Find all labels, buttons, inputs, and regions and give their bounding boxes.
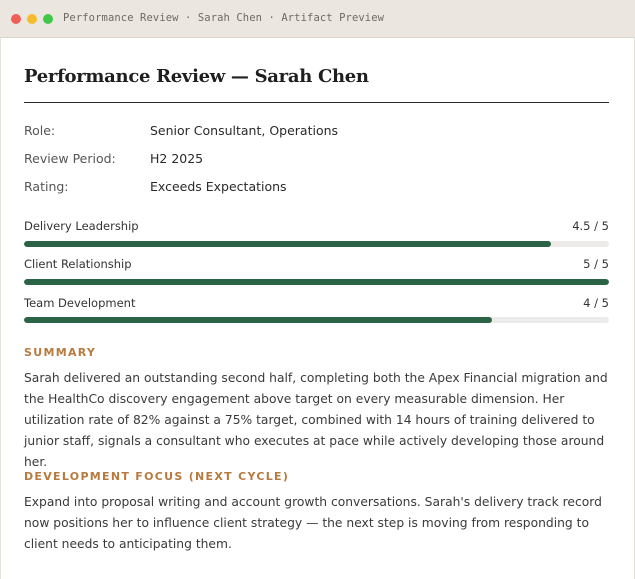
score-bar-client-relationship [24, 279, 609, 285]
score-value-team-development: 4 / 5 [583, 296, 609, 310]
maximize-window-button[interactable] [43, 14, 53, 24]
close-window-button[interactable] [11, 14, 21, 24]
score-label-delivery-leadership: Delivery Leadership [24, 219, 139, 233]
score-fill-client-relationship [24, 279, 609, 285]
score-value-client-relationship: 5 / 5 [583, 257, 609, 271]
score-fill-delivery-leadership [24, 241, 551, 247]
review-period-value: H2 2025 [150, 151, 204, 166]
development-focus-heading: DEVELOPMENT FOCUS (NEXT CYCLE) [24, 470, 290, 483]
rating-label: Rating: [24, 179, 69, 194]
score-fill-team-development [24, 317, 492, 323]
rating-value: Exceeds Expectations [150, 179, 287, 194]
score-bar-team-development [24, 317, 609, 323]
window-titlebar: Performance Review · Sarah Chen · Artifa… [0, 0, 635, 38]
window-title: Performance Review · Sarah Chen · Artifa… [63, 12, 385, 24]
summary-heading: SUMMARY [24, 346, 97, 359]
score-label-team-development: Team Development [24, 296, 136, 310]
score-bar-delivery-leadership [24, 241, 609, 247]
role-label: Role: [24, 123, 56, 138]
role-value: Senior Consultant, Operations [150, 123, 339, 138]
score-label-client-relationship: Client Relationship [24, 257, 132, 271]
review-period-label: Review Period: [24, 151, 116, 166]
summary-text: Sarah delivered an outstanding second ha… [24, 371, 608, 469]
minimize-window-button[interactable] [27, 14, 37, 24]
score-value-delivery-leadership: 4.5 / 5 [572, 219, 609, 233]
page-title: Performance Review — Sarah Chen [24, 66, 369, 87]
title-divider [24, 102, 609, 103]
development-focus-text: Expand into proposal writing and account… [24, 495, 602, 551]
